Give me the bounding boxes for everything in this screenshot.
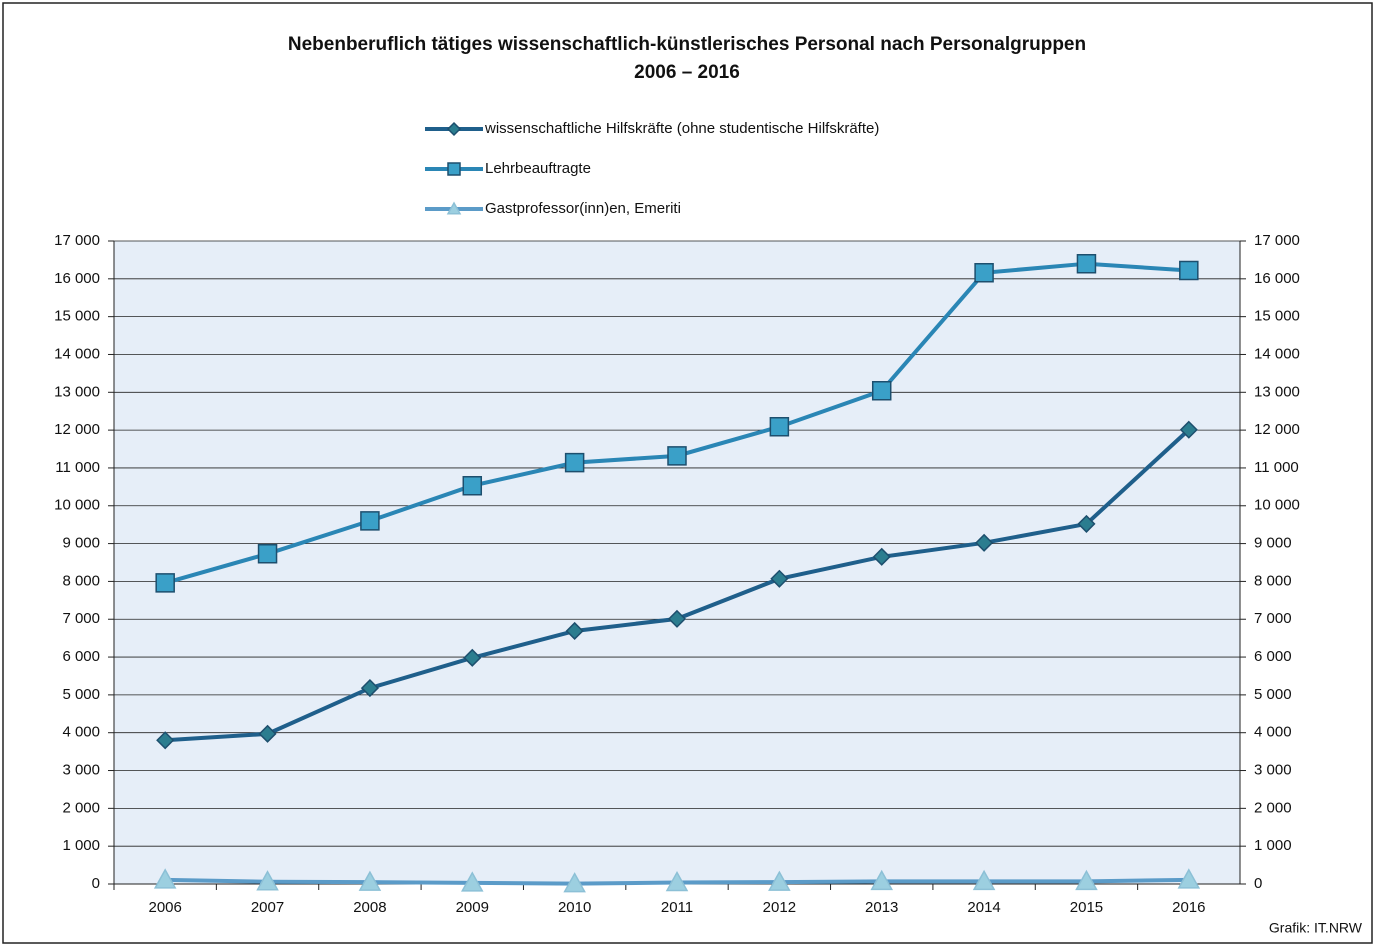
data-point [564,452,585,473]
y-tick-label: 2 000 [62,799,100,816]
x-tick-label: 2012 [763,899,796,916]
y-tick-label: 16 000 [54,270,100,287]
data-point [770,569,789,588]
y2-tick-label: 1 000 [1254,837,1292,854]
x-tick-label: 2015 [1070,899,1103,916]
y2-tick-label: 0 [1254,875,1262,892]
data-point [565,621,584,641]
data-point [870,869,894,891]
data-point [153,868,177,889]
x-tick-label: 2016 [1172,899,1205,916]
y-tick-label: 13 000 [54,383,100,400]
y-tick-label: 9 000 [62,535,100,552]
data-point [360,679,379,698]
y-tick-label: 12 000 [54,421,100,438]
data-point [975,533,994,552]
data-point [665,870,689,892]
legend-marker [446,201,462,215]
y-tick-label: 17 000 [54,232,100,249]
x-tick-label: 2009 [456,899,489,916]
chart-title: Nebenberuflich tätiges wissenschaftlich-… [288,34,1086,55]
y2-tick-label: 7 000 [1254,610,1292,627]
y-tick-label: 0 [92,875,100,892]
y-tick-label: 3 000 [62,761,100,778]
data-point [460,871,484,892]
y2-tick-label: 4 000 [1254,724,1292,741]
y2-tick-label: 12 000 [1254,421,1300,438]
data-point [1177,868,1201,889]
data-point [258,724,277,743]
y2-tick-label: 14 000 [1254,345,1300,362]
data-point [1077,514,1096,533]
data-point [156,731,175,750]
data-point [462,475,483,496]
x-tick-label: 2014 [967,899,1000,916]
data-point [667,609,687,628]
y2-tick-label: 11 000 [1254,459,1299,476]
data-point [1075,869,1098,891]
data-point [358,870,382,891]
y-tick-label: 8 000 [62,572,100,589]
y-tick-label: 1 000 [62,837,100,854]
y2-tick-label: 15 000 [1254,308,1300,325]
y-tick-label: 14 000 [54,345,100,362]
source: Grafik: IT.NRW [1269,920,1363,936]
data-point [768,870,791,891]
y2-tick-label: 17 000 [1254,232,1300,249]
data-point [871,381,892,401]
data-point [667,446,687,466]
data-point [563,872,586,893]
chart-subtitle: 2006 – 2016 [634,62,740,83]
x-tick-label: 2006 [148,899,181,916]
legend-marker [447,162,461,176]
x-tick-label: 2011 [661,899,693,916]
y2-tick-label: 2 000 [1254,799,1292,816]
y-tick-label: 7 000 [62,610,100,627]
data-point [360,511,380,531]
y2-tick-label: 8 000 [1254,572,1292,589]
y2-tick-label: 9 000 [1254,535,1292,552]
data-point [256,870,279,891]
data-point [769,416,790,437]
y-tick-label: 4 000 [62,724,100,741]
y2-tick-label: 16 000 [1254,270,1300,287]
data-point [1179,420,1198,439]
y2-tick-label: 13 000 [1254,383,1300,400]
y2-tick-label: 6 000 [1254,648,1292,665]
data-point [872,547,891,566]
x-tick-label: 2013 [865,899,898,916]
data-point [1179,260,1199,281]
plot-area [114,241,1240,884]
legend-marker [446,121,462,137]
data-point [974,263,994,283]
legend-label: Lehrbeauftragte [485,160,591,177]
x-tick-label: 2007 [251,899,284,916]
data-point [972,869,996,891]
legend-label: wissenschaftliche Hilfskräfte (ohne stud… [484,120,879,137]
x-tick-label: 2010 [558,899,591,916]
data-point [1076,253,1097,274]
data-point [463,648,482,667]
y-tick-label: 11 000 [55,459,100,476]
y-tick-label: 15 000 [54,308,100,325]
y-tick-label: 5 000 [62,686,100,703]
legend-label: Gastprofessor(inn)en, Emeriti [485,200,681,217]
y2-tick-label: 10 000 [1254,497,1300,514]
y2-tick-label: 3 000 [1254,761,1292,778]
data-point [257,544,278,564]
x-tick-label: 2008 [353,899,386,916]
y-tick-label: 6 000 [62,648,100,665]
data-point [155,573,175,593]
y-tick-label: 10 000 [54,497,100,514]
y2-tick-label: 5 000 [1254,686,1292,703]
